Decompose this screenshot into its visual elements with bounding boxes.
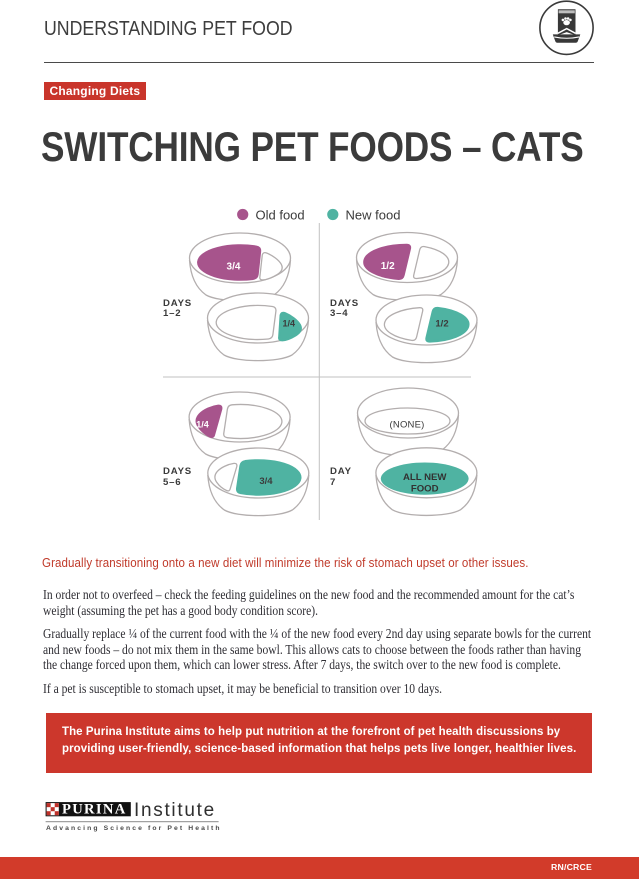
svg-text:Advancing Science for Pet Heal: Advancing Science for Pet Health xyxy=(46,825,222,832)
svg-text:1/4: 1/4 xyxy=(196,420,209,430)
svg-text:DAYS: DAYS xyxy=(163,466,192,477)
svg-text:5–6: 5–6 xyxy=(163,477,181,488)
svg-text:DAYS: DAYS xyxy=(163,298,192,309)
svg-text:ALL NEW: ALL NEW xyxy=(403,472,447,483)
svg-text:3/4: 3/4 xyxy=(259,476,273,487)
svg-text:(NONE): (NONE) xyxy=(390,420,425,431)
svg-text:3/4: 3/4 xyxy=(227,261,241,272)
svg-text:Institute: Institute xyxy=(134,800,216,821)
svg-text:3–4: 3–4 xyxy=(330,308,348,319)
svg-text:PURINA: PURINA xyxy=(62,802,127,818)
svg-text:1/2: 1/2 xyxy=(435,319,448,330)
svg-text:FOOD: FOOD xyxy=(411,483,439,494)
svg-text:7: 7 xyxy=(330,477,336,488)
svg-text:DAYS: DAYS xyxy=(330,298,359,309)
svg-text:Old food: Old food xyxy=(256,208,305,223)
svg-text:DAY: DAY xyxy=(330,466,352,477)
svg-text:1–2: 1–2 xyxy=(163,308,181,319)
svg-text:1/4: 1/4 xyxy=(282,318,295,328)
svg-text:New food: New food xyxy=(346,208,401,223)
svg-text:1/2: 1/2 xyxy=(381,261,395,272)
